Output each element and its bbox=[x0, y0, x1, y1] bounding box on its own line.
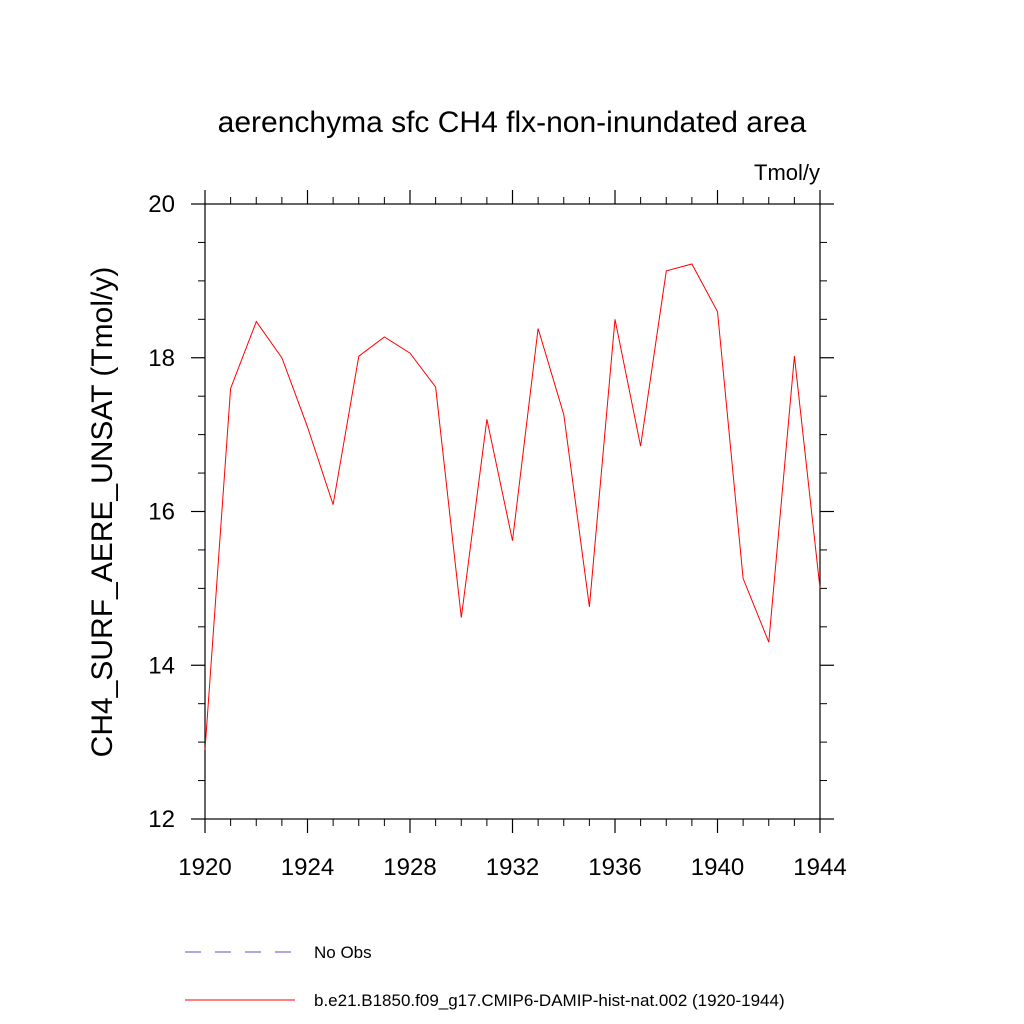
legend-label: No Obs bbox=[314, 943, 372, 962]
y-tick-label: 18 bbox=[148, 345, 175, 372]
legend: No Obs b.e21.B1850.f09_g17.CMIP6-DAMIP-hi… bbox=[185, 943, 785, 1010]
units-label: Tmol/y bbox=[754, 160, 820, 185]
x-tick-label: 1944 bbox=[793, 854, 846, 881]
x-tick-label: 1928 bbox=[383, 854, 436, 881]
x-tick-label: 1920 bbox=[178, 854, 231, 881]
y-tick-label: 20 bbox=[148, 191, 175, 218]
axes bbox=[204, 203, 821, 820]
y-tick-label: 14 bbox=[148, 652, 175, 679]
legend-label: b.e21.B1850.f09_g17.CMIP6-DAMIP-hist-nat… bbox=[314, 991, 785, 1010]
x-tick-label: 1940 bbox=[691, 854, 744, 881]
x-tick-label: 1932 bbox=[486, 854, 539, 881]
y-axis-label: CH4_SURF_AERE_UNSAT (Tmol/y) bbox=[86, 267, 119, 758]
y-tick-label: 12 bbox=[148, 806, 175, 833]
chart-title: aerenchyma sfc CH4 flx-non-inundated are… bbox=[218, 106, 807, 139]
series-line bbox=[204, 263, 821, 750]
x-tick-label: 1924 bbox=[281, 854, 334, 881]
data-series bbox=[204, 263, 821, 750]
tick-labels: 1920 1924 1928 1932 1936 1940 1944 12 14 16 18 20 bbox=[148, 191, 846, 881]
x-tick-label: 1936 bbox=[588, 854, 641, 881]
axis-ticks bbox=[191, 190, 834, 833]
plot-frame bbox=[204, 203, 821, 820]
y-tick-label: 16 bbox=[148, 499, 175, 526]
